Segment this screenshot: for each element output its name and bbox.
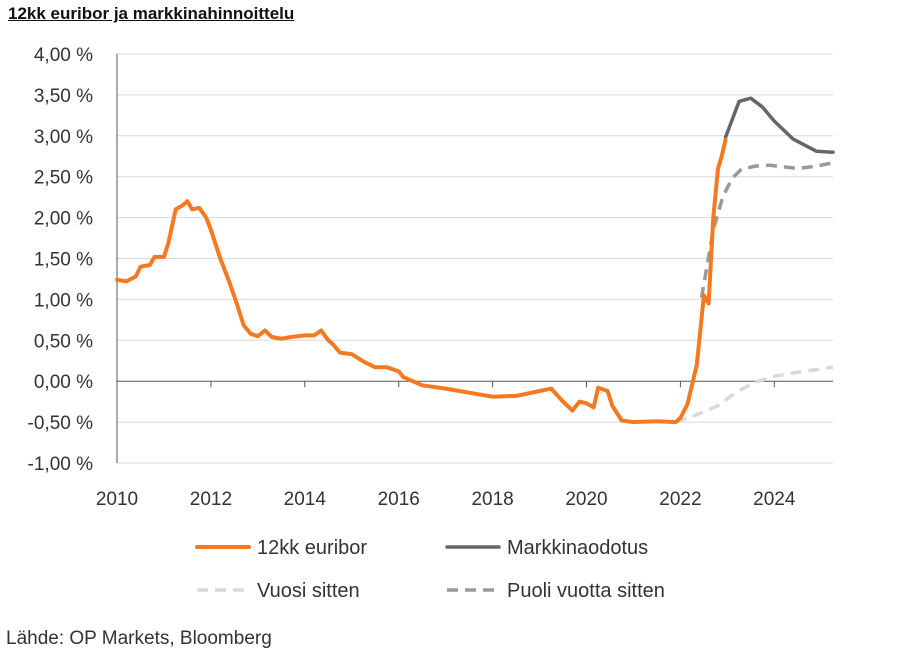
series-line-half_year_ago xyxy=(699,161,834,299)
y-tick-label: 1,00 % xyxy=(34,290,93,311)
x-tick-label: 2012 xyxy=(190,489,232,510)
y-tick-label: 4,00 % xyxy=(34,45,93,66)
y-tick-label: 2,50 % xyxy=(34,168,93,189)
legend-label-euribor: 12kk euribor xyxy=(257,537,367,559)
legend-label-year_ago: Vuosi sitten xyxy=(257,580,360,602)
y-tick-label: 0,00 % xyxy=(34,372,93,393)
axes: -1,00 % -0,50 % 0,00 % 0,50 % 1,00 % 1,50 % 2,… xyxy=(28,45,833,510)
y-tick-label: -0,50 % xyxy=(28,413,94,434)
y-tick-label: 2,00 % xyxy=(34,209,93,230)
x-tick-label: 2014 xyxy=(284,489,327,510)
x-tick-label: 2010 xyxy=(96,489,138,510)
y-tick-label: 3,00 % xyxy=(34,127,93,148)
y-tick-label: 1,50 % xyxy=(34,250,93,271)
x-tick-label: 2016 xyxy=(378,489,420,510)
series-line-euribor xyxy=(115,137,728,425)
source-note: Lähde: OP Markets, Bloomberg xyxy=(6,628,272,649)
x-tick-label: 2022 xyxy=(659,489,701,510)
y-tick-label: 0,50 % xyxy=(34,331,93,352)
x-tick-label: 2024 xyxy=(753,489,796,510)
series-line-year_ago xyxy=(675,365,834,424)
gridlines xyxy=(117,53,833,464)
legend-label-market: Markkinaodotus xyxy=(507,537,648,559)
series-line-market xyxy=(723,96,835,154)
y-tick-label: 3,50 % xyxy=(34,86,93,107)
legend-label-half_year_ago: Puoli vuotta sitten xyxy=(507,580,665,602)
x-tick-label: 2018 xyxy=(471,489,513,510)
y-tick-label: -1,00 % xyxy=(28,454,94,475)
chart-title: 12kk euribor ja markkinahinnoittelu xyxy=(8,4,295,23)
x-tick-label: 2020 xyxy=(565,489,607,510)
legend: 12kk euribor Markkinaodotus Vuosi sitten Pu… xyxy=(195,537,665,602)
series-lines xyxy=(115,96,835,425)
